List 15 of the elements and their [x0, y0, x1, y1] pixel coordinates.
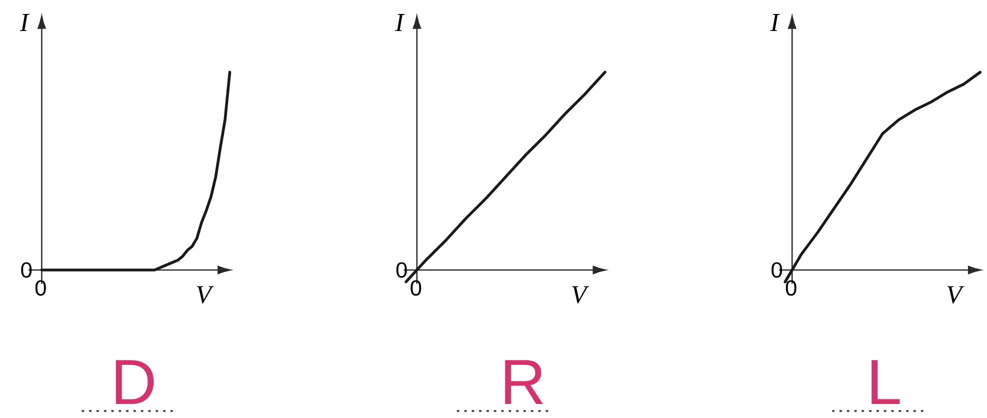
- text: 0: [35, 280, 46, 296]
- y-axis-title: I: [20, 14, 30, 32]
- annotation: 0: [772, 262, 782, 278]
- x-axis-title: V: [196, 286, 214, 304]
- text: D: [116, 360, 154, 404]
- y-axis-title: I: [770, 14, 780, 32]
- x-axis-title: V: [572, 286, 590, 304]
- y-axis-title: I: [394, 14, 405, 32]
- annotation: 0: [410, 280, 422, 296]
- text: 0: [21, 262, 32, 278]
- text: R: [505, 360, 543, 404]
- text: L: [872, 360, 900, 404]
- annotation: 0: [786, 280, 796, 296]
- annotation: 0: [396, 262, 407, 278]
- x-axis-title: V: [947, 286, 964, 304]
